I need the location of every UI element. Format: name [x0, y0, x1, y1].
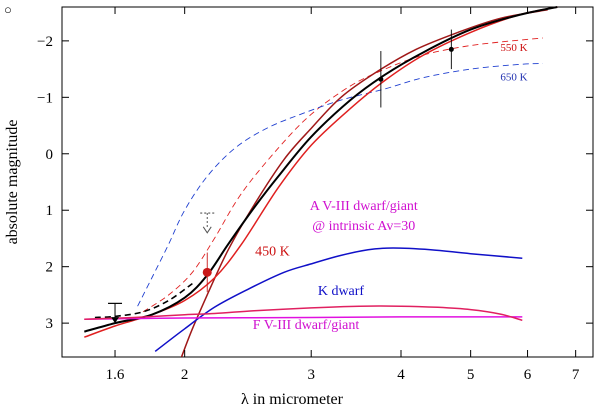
- y-tick-label: 1: [46, 203, 54, 219]
- data-point-1: [378, 76, 384, 82]
- series-line-dust-550-k: [142, 37, 543, 313]
- annotation-label: 450 K: [255, 244, 290, 259]
- annotation-label: K dwarf: [318, 284, 365, 299]
- x-tick-label: 4: [397, 367, 405, 383]
- series-line-total-black: [84, 6, 558, 333]
- x-tick-label: 2: [181, 367, 189, 383]
- x-tick-label: 1.6: [106, 367, 125, 383]
- series-line-f-v-iii-dwarf-giant: [84, 316, 523, 320]
- series-line-k-dwarf: [154, 247, 523, 352]
- data-point-2: [448, 46, 454, 52]
- series-line-a-v-iii-dwarf-giant: [84, 305, 523, 322]
- y-tick-label: −1: [37, 90, 53, 106]
- y-tick-label: 0: [46, 147, 54, 163]
- axes-layer: 1.6 2 3 4 5 6 7 −2 −1 0 1 2 3: [37, 7, 593, 383]
- annotation-label: 650 K: [500, 71, 527, 83]
- series-line-450-k: [180, 9, 548, 358]
- series-layer: [84, 6, 558, 358]
- annotation-label: A V-III dwarf/giant: [310, 199, 418, 214]
- marker-layer: [108, 29, 454, 324]
- x-tick-label: 7: [572, 367, 580, 383]
- y-tick-label: 3: [46, 316, 54, 332]
- annotation-label: @ intrinsic Av=30: [312, 219, 415, 234]
- x-tick-label: 3: [307, 367, 315, 383]
- annotation-label: F V-III dwarf/giant: [253, 318, 360, 333]
- y-tick-label: 2: [46, 260, 54, 276]
- y-axis-label: absolute magnitude: [4, 120, 21, 245]
- annotation-label: 550 K: [500, 42, 527, 54]
- x-axis-label: λ in micrometer: [241, 391, 344, 408]
- series-line-dust-650-k: [137, 63, 543, 307]
- x-tick-label: 6: [524, 367, 532, 383]
- upper-limit-arrow-0: [111, 317, 120, 324]
- series-line-total-black-dashed: [94, 282, 193, 319]
- corner-circle-marker: ○: [4, 2, 12, 17]
- x-tick-label: 5: [467, 367, 475, 383]
- data-point-0: [202, 267, 212, 277]
- upper-limit-arrow-1: [202, 226, 212, 234]
- y-tick-label: −2: [37, 34, 53, 50]
- annotation-layer: 550 K 650 K 450 K K dwarf F V-III dwarf/gian…: [253, 42, 528, 333]
- plot-frame: [61, 6, 594, 358]
